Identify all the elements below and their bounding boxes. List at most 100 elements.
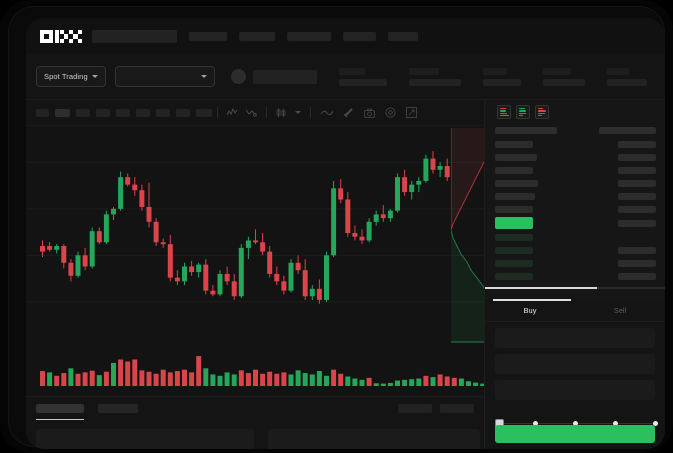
logo-letter-o [40, 30, 53, 43]
tab-buy[interactable]: Buy [485, 300, 575, 321]
indicator-icon[interactable] [227, 108, 238, 117]
orders-tab-2[interactable] [98, 404, 138, 413]
ticker-stat-label [543, 68, 571, 75]
order-book-ask-row[interactable] [485, 190, 665, 203]
nav-links-group [189, 32, 418, 41]
logo-letter-k [55, 30, 68, 43]
last-price-value [253, 70, 317, 84]
nav-link-5[interactable] [388, 32, 418, 41]
order-price [495, 247, 533, 254]
tablet-device-frame: Spot Trading [0, 0, 673, 453]
orders-tab-1[interactable] [36, 404, 84, 413]
line-chart-icon[interactable] [321, 108, 333, 117]
order-amount [618, 154, 656, 161]
order-book-ask-row[interactable] [485, 177, 665, 190]
search-input[interactable] [92, 30, 177, 43]
nav-link-3[interactable] [287, 32, 331, 41]
last-price-group [231, 69, 317, 84]
orders-action-button-1[interactable] [398, 404, 432, 413]
toggle-bar [500, 108, 506, 109]
order-book-header[interactable] [485, 124, 665, 138]
volume-chart[interactable] [26, 338, 484, 396]
order-price [495, 260, 533, 267]
settings-icon[interactable] [385, 107, 396, 118]
nav-link-4[interactable] [343, 32, 376, 41]
submit-buy-button[interactable] [495, 425, 655, 443]
camera-icon[interactable] [364, 108, 375, 118]
timeframe-button-2[interactable] [55, 109, 70, 117]
timeframe-button-8[interactable] [176, 109, 190, 117]
order-book-ask-row[interactable] [485, 151, 665, 164]
order-amount [618, 206, 656, 213]
order-entry-panel: Buy Sell [484, 300, 665, 449]
orders-content-cards [36, 429, 480, 449]
order-book-current-price-row[interactable] [485, 216, 665, 231]
chevron-down-glyph [295, 111, 301, 114]
compare-icon[interactable] [246, 108, 257, 117]
chevron-down-icon [201, 75, 207, 78]
order-book-ask-row[interactable] [485, 164, 665, 177]
order-book-bid-row[interactable] [485, 257, 665, 270]
orders-tab-label [36, 404, 84, 413]
order-book-bid-row[interactable] [485, 270, 665, 283]
ticker-stat-value [607, 79, 647, 86]
candle-type-icon[interactable] [276, 108, 287, 117]
orderbook-view-both-icon[interactable] [497, 105, 511, 119]
order-price [495, 167, 533, 174]
timeframe-button-4[interactable] [96, 109, 110, 117]
chevron-down-icon [92, 75, 98, 78]
trading-mode-select[interactable]: Spot Trading [36, 66, 106, 87]
chevron-down-icon[interactable] [295, 111, 301, 114]
tab-sell[interactable]: Sell [575, 300, 665, 321]
timeframe-button-1[interactable] [36, 109, 49, 117]
timeframe-button-6[interactable] [136, 109, 150, 117]
order-book-bid-row[interactable] [485, 244, 665, 257]
nav-link-1[interactable] [189, 32, 227, 41]
top-navigation-bar [26, 18, 665, 54]
ticker-stat-5 [607, 68, 647, 86]
order-amount [618, 193, 656, 200]
order-book-bid-row[interactable] [485, 231, 665, 244]
order-amount [618, 273, 656, 280]
orderbook-view-buy-icon[interactable] [516, 105, 530, 119]
trading-pair-select[interactable] [115, 66, 215, 87]
ticker-stat-label [339, 68, 365, 75]
timeframe-button-9[interactable] [196, 109, 212, 117]
order-price [495, 180, 538, 187]
magnet-icon[interactable] [343, 107, 354, 118]
timeframe-button-7[interactable] [156, 109, 170, 117]
timeframe-button-3[interactable] [76, 109, 90, 117]
ticker-stat-2 [409, 68, 461, 86]
order-price [495, 193, 535, 200]
candlestick-chart-svg [26, 126, 484, 338]
price-field[interactable] [495, 328, 655, 348]
orders-action-button-2[interactable] [440, 404, 474, 413]
volume-chart-svg [26, 338, 484, 396]
order-price [495, 234, 533, 241]
order-book-ask-row[interactable] [485, 203, 665, 216]
amount-field[interactable] [495, 354, 655, 374]
order-price [495, 141, 533, 148]
fullscreen-icon[interactable] [406, 107, 417, 118]
total-field[interactable] [495, 380, 655, 400]
buy-sell-tabs: Buy Sell [485, 300, 665, 322]
order-amount [618, 180, 656, 187]
toggle-bar [538, 113, 545, 114]
order-book-ratio-bar [485, 286, 665, 289]
toolbar-divider [266, 107, 267, 118]
active-tab-indicator [493, 299, 571, 301]
order-price [495, 206, 533, 213]
ticker-stat-value [339, 79, 387, 86]
nav-link-2[interactable] [239, 32, 275, 41]
okx-logo[interactable] [40, 30, 82, 43]
order-amount [618, 141, 656, 148]
timeframe-button-5[interactable] [116, 109, 130, 117]
candlestick-chart[interactable] [26, 126, 484, 338]
orderbook-view-sell-icon[interactable] [535, 105, 549, 119]
market-ticker-row: Spot Trading [26, 54, 665, 100]
orders-positions-panel [26, 396, 484, 449]
ticker-stat-label [409, 68, 439, 75]
order-book-ask-row[interactable] [485, 138, 665, 151]
order-price [495, 127, 557, 134]
toggle-bar [519, 115, 523, 116]
